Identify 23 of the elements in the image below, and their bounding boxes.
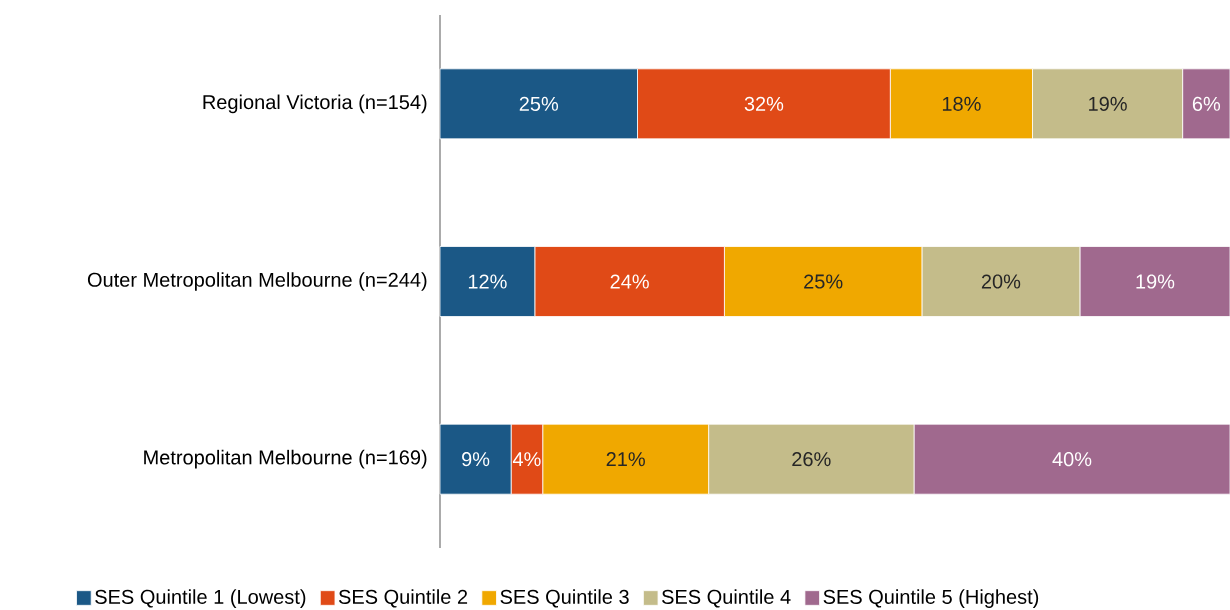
data-label: 25% xyxy=(519,96,559,111)
y-tick-label: Outer Metropolitan Melbourne (n=244) xyxy=(87,272,427,291)
legend-label: SES Quintile 1 (Lowest) xyxy=(95,589,306,608)
data-label: 6% xyxy=(1192,96,1221,111)
data-label: 4% xyxy=(512,452,541,467)
data-label: 20% xyxy=(981,274,1021,289)
data-label: 25% xyxy=(804,274,843,289)
legend-label: SES Quintile 2 xyxy=(338,589,468,608)
data-label: 19% xyxy=(1089,96,1127,111)
data-label: 9% xyxy=(462,452,490,467)
data-label: 40% xyxy=(1052,452,1092,467)
data-label: 26% xyxy=(792,452,831,467)
data-label: 12% xyxy=(468,274,507,289)
legend-label: SES Quintile 3 xyxy=(500,589,629,608)
data-label: 19% xyxy=(1136,274,1175,289)
y-tick-label: Metropolitan Melbourne (n=169) xyxy=(144,449,427,469)
legend-label: SES Quintile 4 xyxy=(662,589,791,608)
data-label: 24% xyxy=(610,274,649,289)
data-label: 18% xyxy=(942,96,981,111)
data-label: 21% xyxy=(606,452,645,467)
legend-label: SES Quintile 5 (Highest) xyxy=(823,589,1039,608)
data-label: 32% xyxy=(744,96,784,111)
y-tick-label: Regional Victoria (n=154) xyxy=(203,94,427,114)
